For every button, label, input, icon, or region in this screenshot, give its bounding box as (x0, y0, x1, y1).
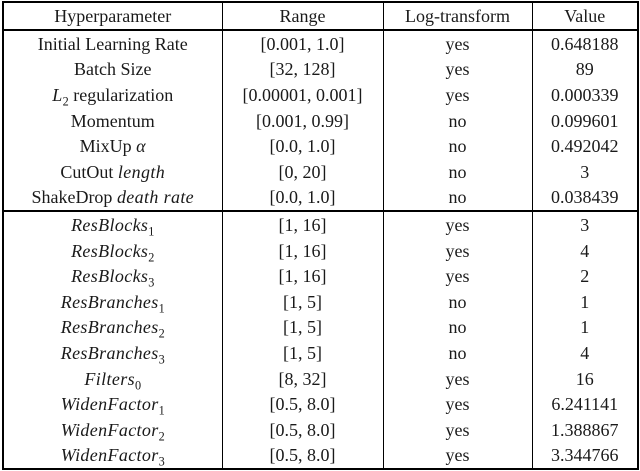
log-transform-cell: yes (382, 237, 532, 264)
range-cell: [0.5, 8.0] (221, 391, 383, 417)
header-range: Range (221, 2, 383, 31)
range-cell: [0.00001, 0.001] (221, 82, 383, 108)
table-row-widenfactor1: WidenFactor1 [0.5, 8.0] yes 6.241141 (3, 391, 638, 417)
hyperparameter-name-cell: ResBranches2 (60, 317, 165, 341)
log-transform-cell: no (382, 340, 532, 366)
value-cell: 3.344766 (531, 442, 638, 470)
value-cell: 0.492042 (531, 133, 638, 159)
value-cell: 1.388867 (531, 416, 638, 443)
log-transform-cell: yes (382, 210, 532, 238)
hyperparameter-name-cell: WidenFactor2 (60, 419, 165, 443)
table-row-resbranches1: ResBranches1 [1, 5] no 1 (3, 288, 638, 315)
range-cell: [1, 5] (221, 340, 383, 366)
hyperparameter-name-cell: WidenFactor3 (60, 445, 165, 469)
value-cell: 89 (531, 56, 638, 83)
log-transform-cell: no (382, 107, 532, 134)
log-transform-cell: no (382, 314, 532, 341)
table-row-resblocks2: ResBlocks2 [1, 16] yes 4 (3, 237, 638, 264)
hyperparameter-name-cell: ResBranches3 (60, 342, 165, 366)
log-transform-cell: yes (382, 391, 532, 417)
hyperparameter-name-cell: Initial Learning Rate (37, 33, 188, 54)
range-cell: [0.5, 8.0] (221, 416, 383, 443)
log-transform-cell: yes (382, 442, 532, 470)
value-cell: 16 (531, 365, 638, 392)
table-row-resbranches3: ResBranches3 [1, 5] no 4 (3, 340, 638, 366)
hyperparameter-name-cell: MixUp α (79, 136, 146, 157)
range-cell: [0.5, 8.0] (221, 442, 383, 470)
header-row: Hyperparameter Range Log-transform Value (3, 2, 638, 31)
log-transform-cell: no (382, 133, 532, 159)
range-cell: [0.0, 1.0] (221, 133, 383, 159)
table-row-shakedrop-death-rate: ShakeDrop death rate [0.0, 1.0] no 0.038439 (3, 184, 638, 212)
table-row-cutout-length: CutOut length [0, 20] no 3 (3, 158, 638, 185)
table-row-mixup: MixUp α [0.0, 1.0] no 0.492042 (3, 133, 638, 159)
table-row-resblocks1: ResBlocks1 [1, 16] yes 3 (3, 210, 638, 238)
range-cell: [0.0, 1.0] (221, 184, 383, 212)
value-cell: 0.648188 (531, 30, 638, 57)
value-cell: 6.241141 (531, 391, 638, 417)
value-cell: 3 (531, 210, 638, 238)
value-cell: 3 (531, 158, 638, 185)
range-cell: [1, 16] (221, 210, 383, 238)
value-cell: 1 (531, 314, 638, 341)
hyperparameter-name-cell: ResBlocks3 (71, 266, 155, 289)
log-transform-cell: yes (382, 56, 532, 83)
log-transform-cell: no (382, 288, 532, 315)
range-cell: [0.001, 0.99] (221, 107, 383, 134)
hyperparameter-name-cell: ResBlocks1 (3, 210, 222, 238)
hyperparameter-name-cell: Momentum (70, 110, 155, 131)
range-cell: [8, 32] (221, 365, 383, 392)
range-cell: [1, 5] (221, 314, 383, 341)
hyperparameter-name-cell: WidenFactor1 (60, 394, 165, 417)
range-cell: [1, 5] (221, 288, 383, 315)
table-row-l2-regularization: L2 regularization [0.00001, 0.001] yes 0.00… (3, 82, 638, 108)
range-cell: [1, 16] (221, 237, 383, 264)
value-cell: 1 (531, 288, 638, 315)
range-cell: [1, 16] (221, 263, 383, 289)
log-transform-cell: yes (382, 365, 532, 392)
value-cell: 4 (531, 340, 638, 366)
value-cell: 4 (531, 237, 638, 264)
header-value: Value (531, 2, 638, 31)
table-row-widenfactor2: WidenFactor2 [0.5, 8.0] yes 1.388867 (3, 416, 638, 443)
hyperparameter-name-cell: CutOut length (60, 161, 166, 182)
hyperparameter-name-cell: ShakeDrop death rate (31, 187, 195, 208)
table-row-resblocks3: ResBlocks3 [1, 16] yes 2 (3, 263, 638, 289)
hyperparameter-name-cell: ResBranches1 (60, 291, 165, 315)
table-row-momentum: Momentum [0.001, 0.99] no 0.099601 (3, 107, 638, 134)
value-cell: 0.000339 (531, 82, 638, 108)
hyperparameter-name-cell: Filters0 (84, 368, 142, 392)
value-cell: 0.038439 (531, 184, 638, 212)
table-row-initial-learning-rate: Initial Learning Rate [0.001, 1.0] yes 0.64… (3, 30, 638, 57)
table-body: Initial Learning Rate [0.001, 1.0] yes 0.64… (3, 30, 638, 470)
value-cell: 2 (531, 263, 638, 289)
hyperparameter-name-cell: L2 regularization (52, 84, 174, 108)
range-cell: [0.001, 1.0] (221, 30, 383, 57)
hyperparameter-name-cell: Batch Size (74, 59, 152, 80)
table-row-resbranches2: ResBranches2 [1, 5] no 1 (3, 314, 638, 341)
log-transform-cell: yes (382, 82, 532, 108)
log-transform-cell: yes (382, 416, 532, 443)
table-row-batch-size: Batch Size [32, 128] yes 89 (3, 56, 638, 83)
range-cell: [32, 128] (221, 56, 383, 83)
range-cell: [0, 20] (221, 158, 383, 185)
table-row-widenfactor3: WidenFactor3 [0.5, 8.0] yes 3.344766 (3, 442, 638, 470)
log-transform-cell: no (382, 184, 532, 212)
log-transform-cell: no (382, 158, 532, 185)
table-row-filters0: Filters0 [8, 32] yes 16 (3, 365, 638, 392)
header-log-transform: Log-transform (382, 2, 532, 31)
log-transform-cell: yes (382, 30, 532, 57)
header-hyperparameter: Hyperparameter (3, 2, 222, 31)
value-cell: 0.099601 (531, 107, 638, 134)
hyperparameter-name-cell: ResBlocks2 (71, 240, 155, 264)
log-transform-cell: yes (382, 263, 532, 289)
